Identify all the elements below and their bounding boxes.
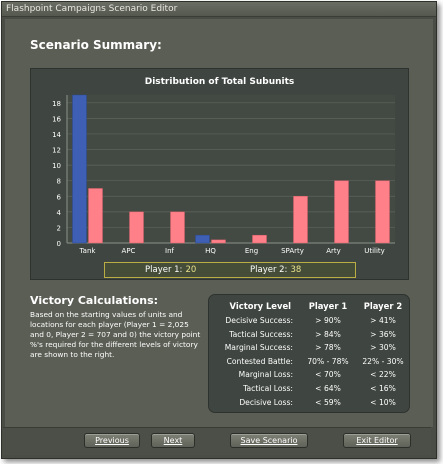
player1-cell: < 70% [315, 370, 341, 380]
x-tick-label: Tank [79, 247, 97, 255]
previous-button[interactable]: Previous [84, 433, 140, 448]
scenario-summary-heading: Scenario Summary: [30, 38, 162, 52]
y-tick-label: 0 [57, 240, 61, 248]
x-tick-label: Arty [326, 247, 341, 255]
player1-value: 20 [185, 265, 197, 275]
player1-total: Player 1: 20 [145, 263, 196, 277]
player2-cell: < 10% [370, 397, 396, 407]
player2-cell: < 22% [370, 370, 396, 380]
player2-total: Player 2: 38 [250, 263, 301, 277]
previous-button-label: Previous [95, 436, 129, 445]
player1-cell: 70% - 78% [307, 356, 349, 366]
player2-cell: > 30% [370, 343, 396, 353]
player2-label: Player 2: [250, 265, 288, 275]
player2-cell: > 41% [370, 316, 396, 325]
x-tick-label: Inf [165, 247, 175, 255]
victory-table: Victory Level Player 1 Player 2 Decisive… [208, 294, 410, 413]
column-victory-level: Victory Level [229, 301, 291, 311]
bar-series2-utility [375, 180, 390, 244]
subunit-chart-panel: Distribution of Total Subunits 0 2 4 6 8 10 12… [30, 68, 409, 280]
chart-title: Distribution of Total Subunits [144, 77, 295, 87]
y-tick-label: 4 [57, 209, 62, 217]
y-tick-label: 18 [52, 100, 61, 108]
bar-series2-hq [211, 239, 226, 244]
y-tick-label: 16 [52, 115, 61, 123]
next-button-label: Next [163, 436, 183, 445]
player1-cell: < 59% [315, 397, 341, 407]
column-player1: Player 1 [308, 301, 348, 311]
y-tick-label: 10 [52, 162, 61, 170]
x-tick-label: SPArty [281, 247, 304, 255]
bar-series2-tank [88, 188, 103, 244]
player2-cell: < 16% [370, 384, 396, 393]
exit-editor-button-label: Exit Editor [356, 436, 398, 445]
player2-cell: 22% - 30% [362, 356, 404, 366]
victory-calculations-heading: Victory Calculations: [30, 294, 159, 307]
x-tick-label: Eng [245, 247, 258, 255]
victory-description: Based on the starting values of units an… [30, 310, 201, 359]
bar-series1-tank [72, 94, 87, 244]
victory-level-cell: Tactical Success: [229, 329, 293, 339]
player1-cell: < 64% [315, 384, 341, 393]
bar-series2-arty [334, 180, 349, 244]
y-tick-label: 8 [57, 178, 61, 186]
victory-level-cell: Decisive Loss: [239, 397, 293, 407]
window-title: Flashpoint Campaigns Scenario Editor [2, 2, 436, 17]
player-totals-box: Player 1: 20 Player 2: 38 [104, 262, 356, 278]
x-tick-label: Utility [364, 247, 385, 255]
save-scenario-button[interactable]: Save Scenario [230, 433, 308, 448]
bar-series1-hq [195, 234, 210, 244]
player2-value: 38 [290, 265, 302, 275]
x-tick-label: HQ [205, 247, 216, 255]
x-tick-label: APC [122, 247, 136, 255]
bar-series2-apc [129, 211, 144, 244]
bar-series2-sparty [293, 196, 308, 244]
victory-level-cell: Contested Battle: [226, 356, 293, 366]
player1-cell: > 78% [315, 343, 341, 353]
y-tick-label: 12 [52, 147, 61, 155]
bar-series2-inf [170, 211, 185, 244]
victory-level-cell: Marginal Success: [224, 343, 293, 353]
next-button[interactable]: Next [151, 433, 195, 448]
column-player2: Player 2 [363, 301, 403, 311]
exit-editor-button[interactable]: Exit Editor [343, 433, 411, 448]
victory-level-cell: Marginal Loss: [238, 370, 293, 380]
y-tick-label: 6 [57, 193, 62, 201]
y-tick-label: 14 [52, 131, 61, 139]
player1-cell: > 84% [315, 329, 341, 339]
victory-level-cell: Tactical Loss: [243, 384, 293, 393]
player1-label: Player 1: [145, 265, 183, 275]
subunit-bar-chart: 0 2 4 6 8 10 12 14 16 18 Tank APC Inf HQ Eng SPArty Arty… [52, 94, 395, 255]
save-scenario-button-label: Save Scenario [240, 436, 298, 445]
bar-series2-eng [252, 234, 267, 244]
player1-cell: > 90% [315, 316, 341, 325]
y-tick-label: 2 [57, 224, 61, 232]
player2-cell: > 36% [370, 329, 396, 339]
victory-level-cell: Decisive Success: [225, 316, 293, 325]
